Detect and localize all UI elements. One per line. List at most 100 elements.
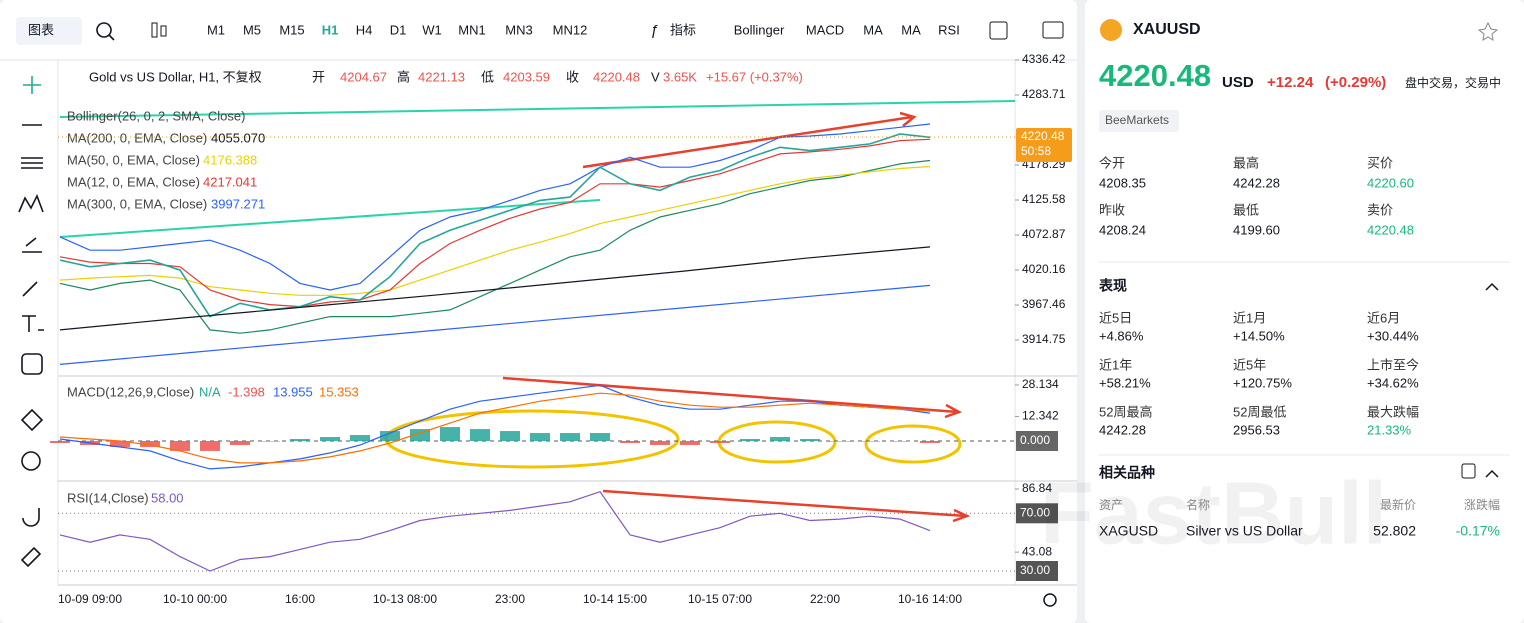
time-label: 22:00 bbox=[810, 592, 840, 606]
macd-histogram-bar bbox=[920, 440, 940, 443]
table-header: 涨跌幅 bbox=[1464, 497, 1500, 512]
table-cell: Silver vs US Dollar bbox=[1186, 523, 1303, 539]
indicator-value: 4217.041 bbox=[203, 174, 257, 189]
stat-value: 4220.60 bbox=[1367, 175, 1414, 190]
legend-open-label: 开 bbox=[312, 69, 325, 84]
last-price: 4220.48 bbox=[1099, 58, 1211, 93]
time-label: 23:00 bbox=[495, 592, 525, 606]
arrow bbox=[582, 111, 917, 169]
indicator-button[interactable]: MA bbox=[863, 22, 883, 37]
indicators-menu[interactable]: 指标 bbox=[670, 22, 696, 37]
fullscreen-icon[interactable] bbox=[1042, 21, 1064, 39]
macd-histogram-bar bbox=[620, 440, 640, 443]
macd-hist-value: -1.398 bbox=[228, 384, 265, 399]
last-price-label: 4220.48 bbox=[1021, 129, 1065, 143]
macd-histogram-bar bbox=[320, 437, 340, 441]
collapse-icon[interactable] bbox=[1485, 282, 1499, 291]
macd-histogram-bar bbox=[500, 431, 520, 441]
timeframe-button[interactable]: H4 bbox=[356, 22, 373, 37]
list-icon[interactable] bbox=[1461, 463, 1476, 479]
legend-low: 4203.59 bbox=[503, 69, 550, 84]
time-label: 10-09 09:00 bbox=[58, 592, 122, 606]
timeframe-button[interactable]: MN1 bbox=[458, 22, 485, 37]
ma12-line bbox=[59, 138, 931, 308]
macd-histogram-bar bbox=[770, 437, 790, 441]
macd-histogram-bar bbox=[170, 440, 190, 451]
macd-histogram-bar bbox=[140, 440, 160, 447]
timeframe-button[interactable]: M5 bbox=[243, 22, 261, 37]
fib-tool[interactable] bbox=[21, 157, 43, 169]
broker-tag bbox=[1099, 110, 1179, 132]
perf-value: 4242.28 bbox=[1099, 422, 1146, 437]
chart-menu-button[interactable] bbox=[16, 17, 82, 45]
indicator-label: MA(300, 0, EMA, Close) bbox=[67, 196, 207, 211]
layout-icon[interactable] bbox=[989, 21, 1008, 40]
perf-value: 21.33% bbox=[1367, 422, 1412, 437]
macd-histogram-bar bbox=[740, 439, 760, 441]
perf-value: +30.44% bbox=[1367, 328, 1419, 343]
last-price-badge bbox=[1016, 127, 1072, 162]
legend-low-label: 低 bbox=[481, 69, 494, 84]
projection-tool[interactable] bbox=[22, 237, 42, 253]
close-line bbox=[59, 133, 931, 318]
timeframe-button[interactable]: M1 bbox=[207, 22, 225, 37]
settings-icon[interactable] bbox=[1043, 593, 1057, 607]
legend-open: 4204.67 bbox=[340, 69, 387, 84]
macd-histogram-bar bbox=[200, 440, 220, 451]
indicator-label: MA(200, 0, EMA, Close) bbox=[67, 130, 207, 145]
timeframe-button[interactable]: D1 bbox=[390, 22, 407, 37]
macd-histogram-bar bbox=[650, 440, 670, 445]
indicator-button[interactable]: Bollinger bbox=[734, 22, 785, 37]
search-icon[interactable] bbox=[96, 22, 112, 38]
timeframe-button[interactable]: M15 bbox=[279, 22, 304, 37]
legend-volume: 3.65K bbox=[663, 69, 697, 84]
perf-label: 52周最低 bbox=[1233, 404, 1286, 419]
brush-tool[interactable] bbox=[22, 281, 38, 297]
zoom-tool[interactable] bbox=[21, 451, 41, 471]
timeframe-button[interactable]: MN3 bbox=[505, 22, 532, 37]
timeframe-button[interactable]: MN12 bbox=[553, 22, 588, 37]
perf-label: 近5日 bbox=[1099, 310, 1132, 325]
indicator-button[interactable]: RSI bbox=[938, 22, 960, 37]
change-percent: (+0.29%) bbox=[1325, 74, 1386, 91]
macd-tick-label: 12.342 bbox=[1022, 409, 1059, 423]
stat-label: 买价 bbox=[1367, 155, 1393, 170]
timeframe-button[interactable]: W1 bbox=[422, 22, 442, 37]
macd-value: 13.955 bbox=[273, 384, 313, 399]
legend-high: 4221.13 bbox=[418, 69, 465, 84]
perf-label: 上市至今 bbox=[1367, 357, 1419, 372]
perf-label: 近1年 bbox=[1099, 357, 1132, 372]
fx-icon[interactable]: ƒ bbox=[650, 22, 658, 39]
market-status: 盘中交易，交易中 bbox=[1405, 75, 1501, 90]
macd-histogram-bar bbox=[230, 440, 250, 445]
macd-line bbox=[59, 384, 931, 470]
stat-value: 4208.24 bbox=[1099, 222, 1146, 237]
stat-label: 最高 bbox=[1233, 155, 1259, 170]
macd-histogram-bar bbox=[710, 440, 730, 443]
emoji-tool[interactable] bbox=[21, 353, 43, 375]
perf-label: 最大跌幅 bbox=[1367, 404, 1419, 419]
collapse-icon[interactable] bbox=[1485, 469, 1499, 478]
lock-tool[interactable] bbox=[20, 546, 42, 568]
tick-badge bbox=[1016, 561, 1058, 582]
indicator-button[interactable]: MA bbox=[901, 22, 921, 37]
pattern-tool[interactable] bbox=[18, 194, 44, 213]
magnet-tool[interactable] bbox=[22, 508, 40, 527]
price-tick-label: 4336.42 bbox=[1022, 52, 1066, 66]
crosshair-tool[interactable] bbox=[23, 76, 41, 94]
candle-type-icon[interactable] bbox=[151, 22, 158, 38]
price-tick-label: 4020.16 bbox=[1022, 262, 1066, 276]
table-cell: -0.17% bbox=[1456, 523, 1500, 539]
timeframe-button[interactable]: H1 bbox=[322, 22, 339, 37]
indicator-button[interactable]: MACD bbox=[806, 22, 844, 37]
ruler-tool[interactable] bbox=[20, 408, 44, 432]
chart-menu[interactable]: 图表 bbox=[28, 22, 54, 37]
macd-histogram-bar bbox=[590, 433, 610, 441]
symbol: XAUUSD bbox=[1133, 21, 1201, 38]
text-tool[interactable] bbox=[22, 315, 44, 332]
favorite-star[interactable] bbox=[1477, 21, 1499, 41]
macd-histogram-bar bbox=[890, 440, 910, 442]
perf-label: 近5年 bbox=[1233, 357, 1266, 372]
quote-panel bbox=[1085, 0, 1524, 623]
